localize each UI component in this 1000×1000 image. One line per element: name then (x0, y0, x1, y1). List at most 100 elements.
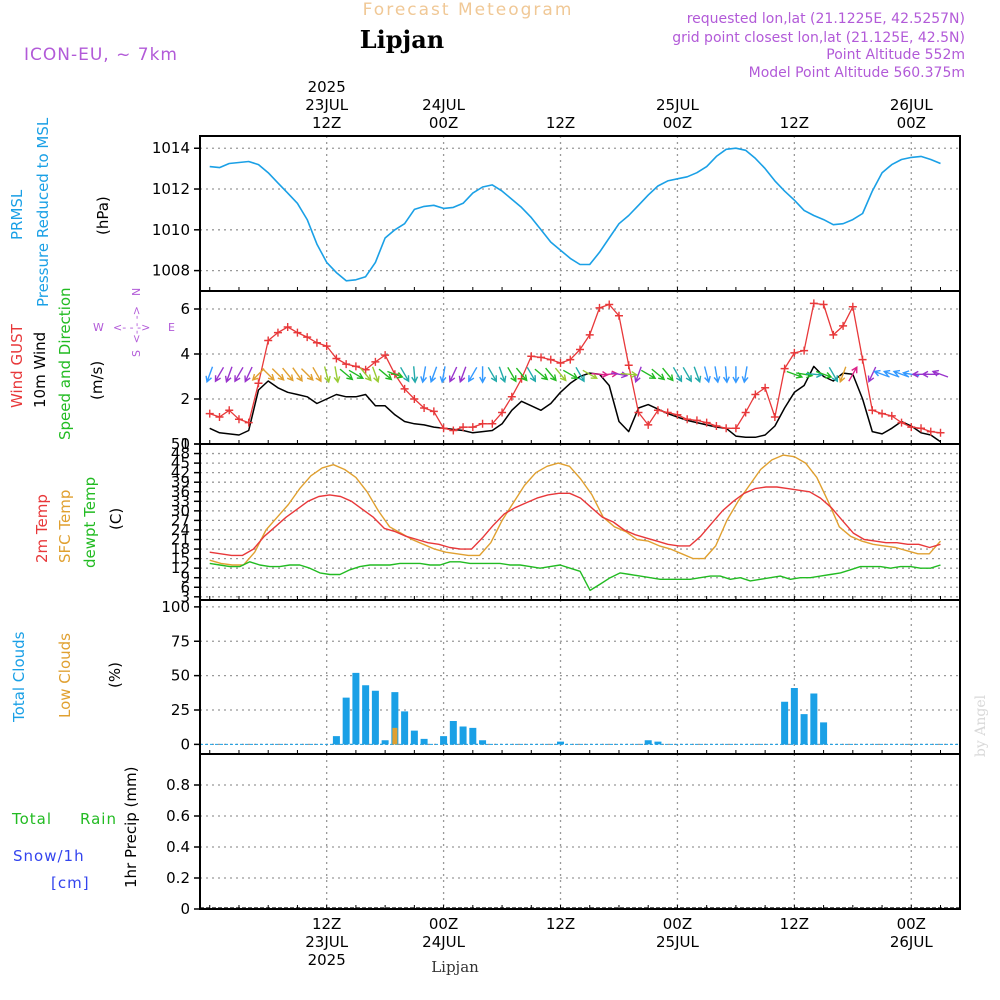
top-time-label: 00Z (429, 114, 458, 132)
temp-2m-line (209, 486, 941, 557)
wind-direction-arrow (882, 369, 900, 378)
ytick-label: 9 (180, 569, 190, 587)
pressure-line (209, 147, 941, 282)
ytick-label: 25 (171, 701, 190, 719)
wind-direction-arrow (292, 367, 303, 382)
gust-marker (439, 424, 448, 433)
ytick-label: 0.4 (166, 838, 190, 856)
gust-marker (498, 408, 507, 417)
wind-speed-line (209, 365, 941, 443)
gust-marker (761, 383, 770, 392)
location-title: Lipjan (360, 25, 444, 54)
gust-marker (741, 408, 750, 417)
wind-direction-arrow (348, 369, 365, 380)
gust-marker (663, 408, 672, 417)
bottom-time-label: 24JUL (422, 933, 465, 951)
wind-direction-arrow (867, 366, 877, 383)
compass-w: W (93, 321, 104, 334)
gust-marker (731, 424, 740, 433)
gust-marker (585, 330, 594, 339)
gust-marker (790, 348, 799, 357)
gust-marker (468, 423, 477, 432)
wind-direction-arrow (741, 366, 749, 384)
clouds-panel: 0 25 50 75 100 Total Clouds Low Clouds (%) (10, 598, 961, 755)
gust-marker (283, 323, 292, 331)
gust-marker (848, 302, 857, 311)
gust-marker (488, 419, 497, 428)
temp-label-sfc: SFC Temp (56, 490, 74, 563)
gust-marker (887, 411, 896, 420)
gust-marker (673, 410, 682, 419)
gust-marker (537, 353, 546, 362)
gust-marker (605, 300, 614, 309)
total-cloud-bar (479, 740, 487, 745)
gust-marker (303, 333, 312, 342)
wind-direction-arrow (244, 366, 253, 383)
gust-marker (234, 415, 243, 424)
bottom-time-label: 00Z (897, 915, 926, 933)
gust-marker (770, 413, 779, 421)
precip-label-snow: Snow/1h (13, 847, 85, 865)
wind-direction-arrow (301, 368, 314, 381)
wind-direction-arrow (651, 368, 666, 381)
temp-label-dewpt: dewpt Temp (81, 477, 99, 568)
total-cloud-bar (654, 741, 662, 745)
top-time-label: 00Z (663, 114, 692, 132)
ytick-label: 50 (171, 667, 190, 685)
ytick-label: 21 (171, 531, 190, 549)
wind-direction-arrow (214, 366, 225, 383)
model-label: ICON-EU, ~ 7km (24, 45, 178, 65)
footer-location: Lipjan (431, 958, 479, 976)
wind-direction-arrow (873, 369, 890, 378)
gust-marker (634, 408, 643, 417)
chart-title: Forecast Meteogram (363, 0, 574, 20)
watermark: by Angel (973, 694, 989, 757)
wind-direction-arrow (610, 371, 629, 379)
wind-direction-arrow (722, 366, 730, 384)
gust-marker (595, 303, 604, 312)
total-cloud-bar (410, 730, 418, 745)
wind-direction-arrow (672, 366, 683, 383)
ytick-label: 12 (171, 559, 190, 577)
wind-direction-arrow (205, 366, 214, 384)
clouds-label-low: Low Clouds (56, 633, 74, 718)
top-time-label: 25JUL (656, 96, 699, 114)
ytick-label: 0 (180, 435, 190, 453)
precip-label-total: Total (11, 810, 52, 828)
pressure-panel: 1008 1010 1012 1014 PRMSL Pressure Reduced … (8, 117, 961, 307)
ytick-label: 39 (171, 473, 190, 491)
gust-marker (322, 342, 331, 351)
wind-direction-arrow (562, 369, 579, 380)
gust-marker (312, 338, 321, 347)
wind-direction-arrow (662, 367, 674, 382)
total-cloud-bar (420, 738, 428, 745)
total-cloud-bar (401, 711, 409, 745)
gust-marker (371, 357, 380, 366)
gust-marker (926, 427, 935, 436)
total-cloud-bar (381, 740, 389, 745)
gust-marker (917, 424, 926, 433)
temp-label-2m: 2m Temp (33, 494, 51, 563)
wind-direction-arrow (828, 366, 839, 383)
top-time-label: 24JUL (422, 96, 465, 114)
total-cloud-bar (810, 693, 818, 745)
wind-direction-arrow (575, 366, 585, 383)
total-cloud-bar (391, 692, 399, 745)
gust-marker (342, 360, 351, 369)
wind-direction-arrow (526, 366, 537, 383)
gust-marker (809, 299, 818, 308)
wind-direction-arrow (620, 371, 639, 379)
gust-marker (293, 328, 302, 337)
total-cloud-bar (352, 672, 360, 745)
gust-marker (507, 392, 516, 401)
wind-direction-arrow (448, 366, 458, 383)
ytick-label: 0 (180, 735, 190, 753)
wind-direction-arrow (815, 370, 833, 379)
wind-direction-arrow (439, 366, 447, 384)
gust-marker (556, 359, 565, 367)
bottom-time-label: 26JUL (890, 933, 933, 951)
gust-marker (264, 336, 273, 345)
ytick-label: 1012 (152, 180, 190, 198)
gust-marker (449, 426, 458, 435)
